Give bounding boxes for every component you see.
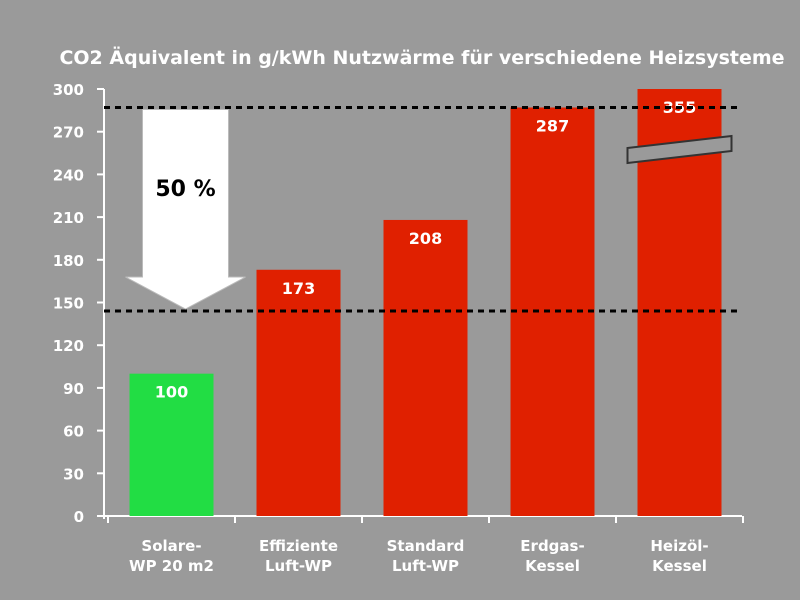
y-tick-label: 180 [53, 252, 84, 270]
category-label: Effiziente Luft-WP [259, 537, 338, 575]
category-label: Standard Luft-WP [387, 537, 465, 575]
bar-value-label: 287 [536, 117, 569, 136]
axis-break-marker [626, 134, 733, 165]
category-label: Erdgas-Kessel [520, 537, 584, 575]
reduction-percent-label: 50 % [155, 177, 215, 202]
bar-value-label: 100 [155, 383, 188, 402]
y-tick-label: 240 [53, 166, 84, 184]
bar [383, 219, 468, 517]
y-tick-label: 150 [53, 295, 84, 313]
y-tick-label: 0 [74, 508, 84, 526]
y-tick-label: 270 [53, 124, 84, 142]
y-tick-label: 300 [53, 81, 84, 99]
y-tick-label: 210 [53, 209, 84, 227]
bar-value-label: 173 [282, 279, 315, 298]
y-tick-label: 30 [63, 465, 84, 483]
y-tick-label: 60 [63, 423, 84, 441]
chart-title: CO2 Äquivalent in g/kWh Nutzwärme für ve… [59, 45, 784, 69]
reduction-arrow [125, 109, 246, 310]
y-tick-label: 90 [63, 380, 84, 398]
bar [256, 269, 341, 516]
category-label: Heizöl-Kessel [650, 537, 708, 575]
y-tick-label: 120 [53, 337, 84, 355]
bar-value-label: 208 [409, 229, 442, 248]
category-label: Solare-WP 20 m2 [129, 537, 214, 575]
bar [129, 373, 214, 516]
